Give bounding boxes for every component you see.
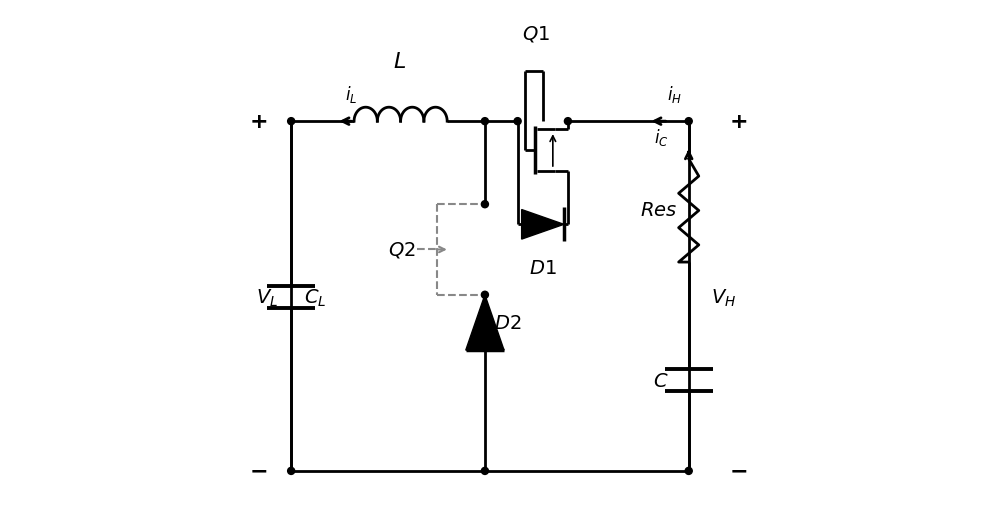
Text: +: + [730,112,748,132]
Text: $Q2$: $Q2$ [388,240,416,260]
Circle shape [481,292,488,298]
Text: $Res$: $Res$ [640,200,677,219]
Text: $V_L$: $V_L$ [256,287,279,309]
Text: −: − [249,461,268,481]
Text: $C$: $C$ [653,371,669,390]
Text: $C_L$: $C_L$ [304,287,327,309]
Text: $L$: $L$ [393,52,406,72]
Text: $Q1$: $Q1$ [522,24,550,44]
Circle shape [288,118,295,125]
Circle shape [685,118,692,125]
Text: −: − [730,461,748,481]
Circle shape [288,468,295,475]
Text: $i_C$: $i_C$ [654,127,668,147]
Text: $D1$: $D1$ [529,258,557,277]
Circle shape [481,201,488,208]
Circle shape [514,118,521,125]
Polygon shape [466,295,504,350]
Text: +: + [249,112,268,132]
Text: $i_H$: $i_H$ [667,84,682,105]
Text: $V_H$: $V_H$ [711,287,737,309]
Text: $i_L$: $i_L$ [345,84,358,105]
Circle shape [564,118,571,125]
Polygon shape [522,210,564,240]
Circle shape [481,118,488,125]
Circle shape [481,468,488,475]
Text: $D2$: $D2$ [494,313,521,332]
Circle shape [685,468,692,475]
